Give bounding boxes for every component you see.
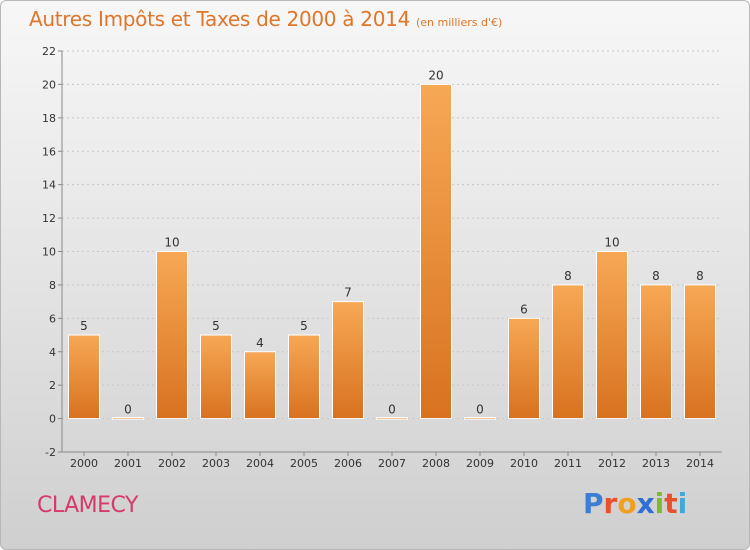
bar	[684, 284, 716, 420]
y-tick-label: 18	[42, 112, 56, 125]
data-label: 0	[388, 403, 396, 417]
y-tick-label: 6	[49, 312, 56, 325]
x-tick-label: 2008	[422, 457, 450, 470]
data-label: 5	[212, 319, 220, 333]
x-tick-label: 2012	[598, 457, 626, 470]
y-tick-label: -2	[45, 446, 56, 459]
bar	[200, 334, 232, 420]
data-label: 0	[124, 403, 132, 417]
proxiti-logo: Proxiti	[583, 487, 687, 520]
x-tick-label: 2003	[202, 457, 230, 470]
x-tick-label: 2000	[70, 457, 98, 470]
bar	[464, 417, 496, 420]
bar	[112, 417, 144, 420]
y-tick-label: 10	[42, 246, 56, 259]
logo-letter: x	[636, 487, 655, 520]
y-tick-label: 8	[49, 279, 56, 292]
bar	[288, 334, 320, 420]
logo-letter: i	[654, 487, 665, 520]
bar	[508, 317, 540, 420]
logo-letter: o	[617, 487, 637, 520]
bar	[332, 301, 364, 420]
data-label: 20	[428, 68, 443, 82]
logo-letter: P	[583, 487, 604, 520]
y-tick-label: 12	[42, 212, 56, 225]
x-tick-label: 2013	[642, 457, 670, 470]
logo-letter: t	[664, 487, 678, 520]
data-label: 8	[652, 269, 660, 283]
logo-letter: r	[603, 487, 618, 520]
data-label: 7	[344, 286, 352, 300]
x-tick-label: 2001	[114, 457, 142, 470]
x-tick-label: 2014	[686, 457, 714, 470]
logo-letter: i	[677, 487, 688, 520]
bar	[68, 334, 100, 420]
chart-unit: (en milliers d'€)	[416, 16, 503, 29]
bar	[156, 251, 188, 420]
town-name: CLAMECY	[37, 493, 138, 518]
bar	[376, 417, 408, 420]
bar	[596, 251, 628, 420]
y-tick-label: 20	[42, 78, 56, 91]
bar	[640, 284, 672, 420]
y-tick-label: 2	[49, 379, 56, 392]
data-label: 6	[520, 302, 528, 316]
y-tick-label: 16	[42, 145, 56, 158]
x-tick-label: 2007	[378, 457, 406, 470]
bar	[244, 351, 276, 420]
data-label: 10	[604, 236, 619, 250]
x-tick-label: 2009	[466, 457, 494, 470]
x-tick-label: 2004	[246, 457, 274, 470]
y-tick-label: 22	[42, 45, 56, 58]
y-tick-label: 14	[42, 179, 56, 192]
x-tick-label: 2010	[510, 457, 538, 470]
x-tick-label: 2006	[334, 457, 362, 470]
bar	[552, 284, 584, 420]
data-label: 5	[80, 319, 88, 333]
data-label: 4	[256, 336, 264, 350]
data-label: 0	[476, 403, 484, 417]
bar	[420, 83, 452, 420]
x-tick-label: 2005	[290, 457, 318, 470]
data-label: 8	[696, 269, 704, 283]
x-tick-label: 2002	[158, 457, 186, 470]
data-label: 8	[564, 269, 572, 283]
x-tick-label: 2011	[554, 457, 582, 470]
y-tick-label: 0	[49, 413, 56, 426]
y-tick-label: 4	[49, 346, 56, 359]
data-label: 10	[164, 236, 179, 250]
chart-title: Autres Impôts et Taxes de 2000 à 2014 (en…	[29, 7, 502, 31]
chart-title-text: Autres Impôts et Taxes de 2000 à 2014	[29, 7, 410, 31]
data-label: 5	[300, 319, 308, 333]
